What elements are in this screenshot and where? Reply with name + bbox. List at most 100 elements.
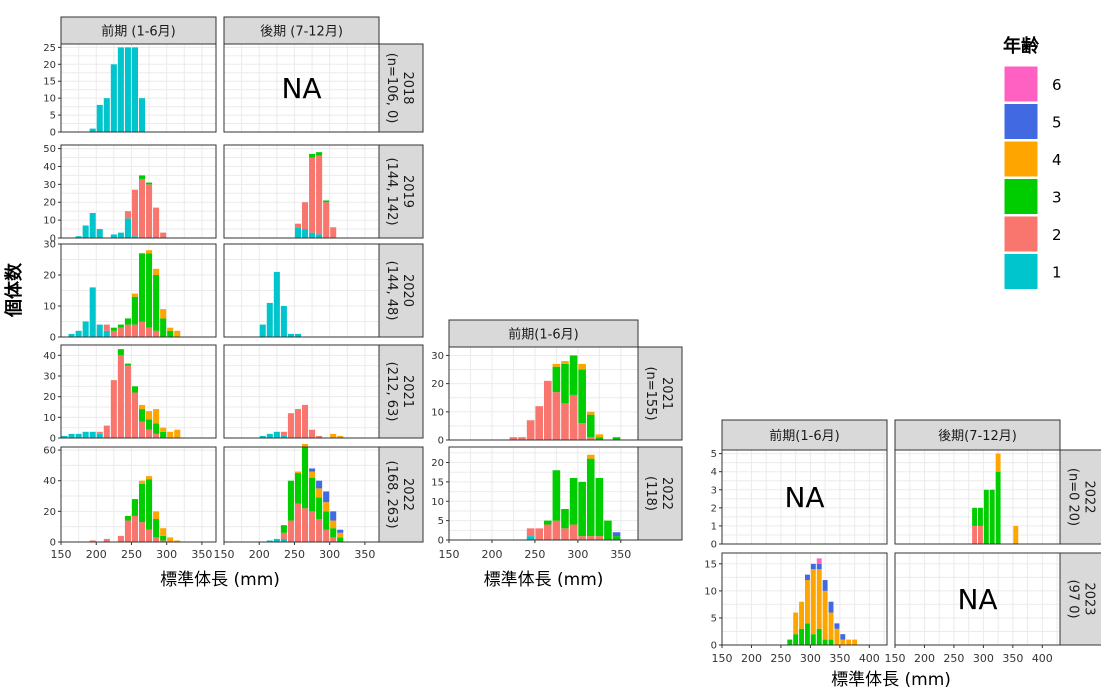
facet-panel: 0 10 20 30 — [431, 346, 639, 447]
bar-segment-age-3 — [561, 509, 569, 529]
bar-segment-age-1 — [131, 236, 138, 238]
row-strip-text: 2023(97 0) — [1066, 579, 1097, 618]
x-tick-label: 200 — [914, 652, 935, 665]
bar-segment-age-4 — [174, 330, 181, 337]
bar-segment-age-4 — [828, 612, 834, 640]
column-strip-label: 前期(1-6月) — [769, 428, 839, 444]
y-tick-label: 60 — [43, 446, 56, 457]
bar-segment-age-3 — [309, 477, 316, 512]
na-label: NA — [784, 481, 824, 514]
y-tick-label: 20 — [43, 507, 56, 518]
legend-title: 年齢 — [1003, 35, 1040, 57]
bar-segment-age-2 — [535, 406, 543, 440]
bar-segment-age-3 — [160, 535, 167, 541]
bar-segment-age-3 — [131, 296, 138, 325]
bar-segment-age-1 — [266, 302, 273, 337]
y-tick-label: 4 — [711, 467, 717, 478]
facet-chart-mid: 前期(1-6月) 0 10 20 30 2021(n=155) 0 5 10 15 20 150 200… — [431, 319, 683, 590]
row-strip-text: 2018(n=106, 0) — [384, 53, 415, 124]
y-tick-label: 40 — [43, 162, 56, 173]
x-tick-label: 400 — [859, 652, 880, 665]
y-tick-label: 20 — [43, 60, 56, 71]
bar-segment-age-2 — [309, 511, 316, 542]
bar-segment-age-2 — [146, 184, 153, 238]
bar-segment-age-4 — [139, 480, 146, 484]
bar-segment-age-1 — [259, 435, 266, 438]
row-strip-year: 2022 — [659, 477, 674, 510]
row-strip-text: 2021(n=155) — [643, 366, 674, 420]
bar-segment-age-1 — [309, 232, 316, 238]
bar-segment-age-2 — [552, 520, 561, 540]
bar-segment-age-5 — [840, 634, 846, 640]
bar-segment-age-2 — [139, 522, 146, 542]
row-strip — [378, 243, 424, 338]
bar-segment-age-2 — [131, 324, 138, 337]
bar-segment-age-5 — [330, 511, 337, 521]
y-tick-label: 5 — [50, 111, 56, 122]
bar-segment-age-1 — [96, 229, 103, 238]
x-tick-label: 150 — [214, 548, 235, 561]
legend-swatch-age-1 — [1003, 253, 1039, 290]
bar-segment-age-3 — [280, 525, 287, 533]
bar-segment-age-5 — [316, 480, 323, 489]
bar-segment-age-5 — [834, 623, 840, 629]
row-strip — [378, 144, 424, 239]
panel-background — [895, 553, 1060, 645]
x-tick-label: 250 — [524, 548, 545, 561]
bar-segment-age-3 — [124, 515, 131, 521]
x-tick-label: 350 — [829, 652, 850, 665]
bar-segment-age-3 — [989, 489, 995, 544]
bar-segment-age-4 — [160, 309, 167, 319]
bar-segment-age-2 — [569, 394, 578, 440]
bar-segment-age-1 — [68, 433, 75, 438]
panel-border — [60, 243, 217, 338]
bar-segment-age-1 — [89, 212, 96, 238]
bar-segment-age-3 — [578, 481, 586, 537]
bar-segment-age-1 — [110, 234, 117, 238]
panel-border — [721, 552, 888, 646]
bar-segment-age-3 — [561, 363, 569, 404]
bar-segment-age-3 — [810, 634, 816, 645]
bar-segment-age-2 — [280, 431, 287, 436]
bar-segment-age-1 — [139, 98, 146, 132]
legend: 年齢 6 5 4 3 2 1 — [1003, 35, 1062, 290]
bar-segment-age-5 — [309, 468, 316, 472]
row-strip-text: 2022(168, 263) — [384, 460, 415, 528]
bar-segment-age-4 — [834, 628, 840, 645]
bar-segment-age-3 — [612, 536, 621, 540]
bar-segment-age-4 — [167, 327, 174, 331]
x-axis-label: 標準体長 (mm) — [160, 570, 280, 590]
bar-segment-age-3 — [544, 520, 552, 525]
x-tick-label: 250 — [121, 548, 142, 561]
bar-segment-age-1 — [103, 98, 110, 132]
bar-segment-age-2 — [103, 425, 110, 438]
panel-background — [895, 450, 1060, 544]
row-strip-count: (118) — [643, 476, 658, 511]
facet-panel: NA 0 1 2 3 4 5 — [711, 449, 888, 551]
x-tick-label: 350 — [354, 548, 375, 561]
legend-swatch-age-2 — [1003, 215, 1039, 253]
x-tick-label: 150 — [439, 548, 460, 561]
y-tick-label: 20 — [43, 392, 56, 403]
x-tick-label: 200 — [86, 548, 107, 561]
bar-segment-age-2 — [509, 437, 518, 440]
bar-segment-age-1 — [259, 324, 266, 337]
bar-segment-age-2 — [309, 429, 316, 438]
bar-segment-age-2 — [139, 321, 146, 337]
panel-background — [224, 145, 379, 238]
bar-segment-age-4 — [852, 639, 858, 645]
facet-panel: NA — [223, 43, 380, 133]
y-tick-label: 0 — [438, 536, 444, 547]
bar-segment-age-2 — [124, 324, 131, 337]
bar-segment-age-3 — [805, 623, 810, 645]
row-strip-text: 2022(n=0 20) — [1066, 468, 1097, 526]
bar-segment-age-2 — [103, 538, 110, 542]
bar-segment-age-4 — [586, 454, 595, 459]
row-strip-count: (144, 48) — [384, 261, 399, 321]
bar-segment-age-3 — [153, 275, 160, 331]
bar-segment-age-4 — [153, 268, 160, 275]
bar-segment-age-3 — [139, 175, 146, 179]
y-tick-label: 2 — [711, 503, 717, 514]
legend-label: 5 — [1052, 114, 1062, 132]
bar-segment-age-1 — [273, 538, 280, 542]
